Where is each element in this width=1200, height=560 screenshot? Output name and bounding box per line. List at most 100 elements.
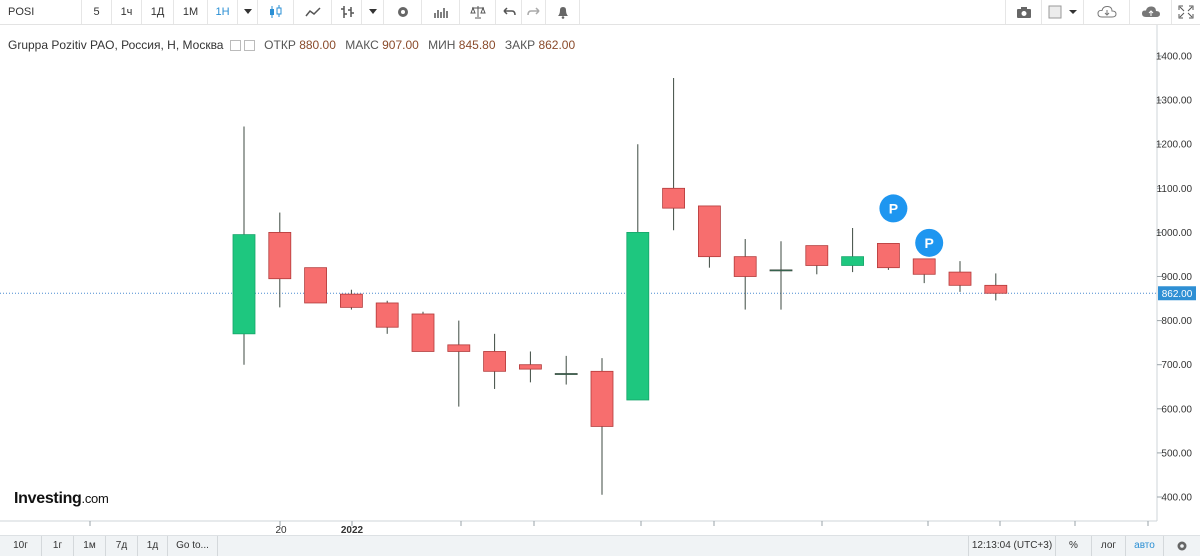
range-1m[interactable]: 1м — [74, 536, 106, 556]
candle-body — [626, 231, 650, 401]
investing-logo: Investing.com — [14, 490, 109, 508]
candle — [733, 239, 757, 310]
y-tick-label: 600.00 — [1161, 404, 1192, 415]
percent-toggle[interactable]: % — [1056, 536, 1092, 556]
candle — [662, 78, 685, 231]
candle-body — [805, 245, 829, 266]
settings-button[interactable] — [384, 0, 422, 24]
collapse-icon[interactable] — [229, 40, 241, 52]
redo-button[interactable] — [522, 0, 546, 24]
interval-5[interactable]: 5 — [82, 0, 112, 24]
candle-body — [375, 302, 399, 328]
candle — [232, 126, 256, 365]
range-1y[interactable]: 1г — [42, 536, 74, 556]
event-marker-label: P — [925, 235, 934, 251]
markers: PP — [879, 194, 944, 257]
candle-body — [984, 284, 1008, 294]
low-label: МИН — [428, 38, 456, 52]
range-1d[interactable]: 1д — [138, 536, 168, 556]
indicators-button[interactable] — [422, 0, 460, 24]
interval-1m[interactable]: 1М — [174, 0, 208, 24]
cloud-upload-button[interactable] — [1130, 0, 1172, 24]
candle — [519, 351, 542, 383]
last-price-label: 862.00 — [1162, 289, 1193, 300]
candles — [232, 78, 1008, 495]
interval-1d[interactable]: 1Д — [142, 0, 174, 24]
symbol-input[interactable]: POSI — [0, 0, 82, 24]
interval-1w[interactable]: 1Н — [208, 0, 238, 24]
y-tick-label: 1100.00 — [1157, 184, 1193, 195]
y-tick-label: 1200.00 — [1156, 140, 1193, 151]
candle — [805, 245, 829, 275]
candle-body — [841, 256, 864, 266]
price-chart[interactable]: PP 400.00500.00600.00700.00800.00900.001… — [0, 25, 1200, 535]
y-tick-label: 900.00 — [1161, 272, 1192, 283]
line-style-button[interactable] — [294, 0, 332, 24]
open-label: ОТКР — [264, 38, 296, 52]
interval-1h[interactable]: 1ч — [112, 0, 142, 24]
range-7d[interactable]: 7д — [106, 536, 138, 556]
bars-style-button[interactable] — [332, 0, 362, 24]
auto-toggle[interactable]: авто — [1126, 536, 1164, 556]
interval-dropdown-button[interactable] — [238, 0, 258, 24]
event-marker-label: P — [889, 200, 898, 216]
candle-body — [554, 373, 578, 375]
screenshot-button[interactable] — [1005, 0, 1042, 24]
candle — [483, 333, 507, 389]
y-tick-label: 700.00 — [1161, 360, 1192, 371]
cloud-download-button[interactable] — [1084, 0, 1130, 24]
indicators-icon — [434, 8, 448, 18]
candle-body — [662, 187, 685, 209]
alert-button[interactable] — [546, 0, 580, 24]
candle — [877, 243, 900, 270]
gear-icon — [1177, 541, 1187, 551]
candle-body — [232, 234, 256, 335]
axis-settings-button[interactable] — [1164, 536, 1200, 556]
candle — [375, 300, 399, 334]
candle-body — [411, 313, 435, 352]
undo-button[interactable] — [496, 0, 522, 24]
goto-button[interactable]: Go to... — [168, 536, 218, 556]
compare-button[interactable] — [460, 0, 496, 24]
chart-type-dropdown-button[interactable] — [362, 0, 384, 24]
candle — [626, 144, 650, 401]
top-toolbar: POSI 5 1ч 1Д 1М 1Н — [0, 0, 1200, 25]
cloud-download-icon — [1097, 5, 1117, 18]
low-value: 845.80 — [458, 38, 496, 52]
close-label: ЗАКР — [504, 38, 536, 52]
y-tick-label: 1400.00 — [1156, 52, 1193, 63]
candle-body — [948, 271, 972, 286]
y-tick-label: 1000.00 — [1156, 228, 1193, 239]
color-swatch-icon — [1048, 5, 1077, 19]
fullscreen-button[interactable] — [1172, 0, 1200, 24]
event-marker[interactable]: P — [915, 228, 944, 257]
candlestick-icon — [270, 5, 282, 18]
fullscreen-icon — [1178, 5, 1194, 19]
candle — [268, 212, 292, 308]
candle-body — [877, 243, 900, 269]
candle-body — [912, 258, 936, 275]
event-marker-circle — [915, 228, 944, 257]
event-marker[interactable]: P — [879, 194, 908, 223]
candle — [984, 273, 1008, 301]
y-tick-label: 400.00 — [1161, 493, 1192, 504]
time-axis[interactable]: 20 2022 — [89, 521, 1149, 535]
candles-style-button[interactable] — [258, 0, 294, 24]
range-10y[interactable]: 10г — [0, 536, 42, 556]
logo-name: Investing — [14, 490, 82, 507]
candle — [411, 311, 435, 352]
candle — [590, 358, 614, 495]
price-axis[interactable]: 400.00 500.00 600.00 700.00 800.00 900.00 1000… — [1156, 52, 1193, 504]
x-tick-label: 20 — [275, 525, 287, 535]
ohlc-bars-icon — [341, 6, 354, 18]
log-toggle[interactable]: лог — [1092, 536, 1126, 556]
high-value: 907.00 — [382, 38, 419, 52]
settings-mini-icon[interactable] — [243, 40, 255, 52]
y-tick-label: 800.00 — [1161, 316, 1192, 327]
candle — [698, 205, 721, 268]
undo-icon — [503, 7, 516, 16]
high-label: МАКС — [345, 38, 379, 52]
close-value: 862.00 — [538, 38, 576, 52]
color-picker-button[interactable] — [1042, 0, 1084, 24]
candle-body — [304, 267, 328, 304]
